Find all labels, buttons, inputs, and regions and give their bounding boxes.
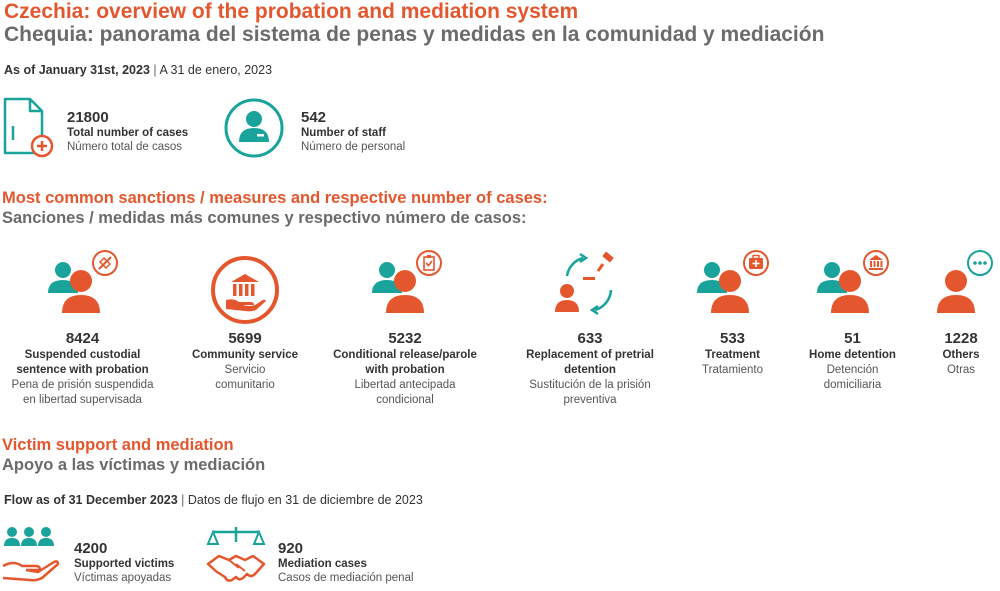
as-of-date: As of January 31st, 2023 | A 31 de enero… <box>4 63 272 77</box>
kpi-cases-value: 21800 <box>67 109 109 126</box>
mediation-handshake-icon <box>205 524 267 586</box>
sanction-conditional-release: 5232 Conditional release/parole with pro… <box>330 250 480 408</box>
sanction-suspended-sentence: 8424 Suspended custodial sentence with p… <box>0 250 165 408</box>
as-of-en: As of January 31st, 2023 <box>4 63 150 77</box>
sanction-label-en: Treatment <box>705 349 760 361</box>
sanction-others: 1228 Others Otras <box>922 250 1000 378</box>
community-service-icon <box>180 250 310 330</box>
kpi-staff-label-es: Número de personal <box>301 141 406 153</box>
sanction-label-es: en libertad supervisada <box>23 394 142 406</box>
supported-victims-icon <box>0 526 62 586</box>
sanction-value: 8424 <box>65 330 100 347</box>
suspended-sentence-icon <box>0 250 165 330</box>
flow-es: Datos de flujo en 31 de diciembre de 202… <box>187 493 423 507</box>
flow-separator: | <box>177 493 188 507</box>
sanction-community-service: 5699 Community service Servicio comunita… <box>180 250 310 393</box>
sanction-label-es: Detención <box>826 364 879 376</box>
kpi-mediation-label-es: Casos de mediación penal <box>278 572 414 584</box>
others-icon <box>922 250 1000 330</box>
sanction-label-en: Conditional release/parole <box>333 349 477 361</box>
sanction-label-es: domiciliaria <box>823 379 882 391</box>
sanction-value: 5232 <box>388 330 422 347</box>
victims-title-es: Apoyo a las víctimas y mediación <box>2 456 266 474</box>
page-title-es: Chequia: panorama del sistema de penas y… <box>4 23 825 46</box>
kpi-cases: 21800 Total number of cases Número total… <box>67 109 188 154</box>
sanction-label-en: Others <box>942 349 980 361</box>
sanction-label-en: Home detention <box>809 349 896 361</box>
kpi-victims-label-en: Supported victims <box>74 558 175 570</box>
staff-person-icon <box>223 97 285 159</box>
sanction-value: 51 <box>844 330 861 347</box>
kpi-victims: 4200 Supported victims Víctimas apoyadas <box>74 540 174 585</box>
kpi-victims-value: 4200 <box>74 540 108 557</box>
sanction-value: 633 <box>577 330 603 347</box>
sanction-label-es: comunitario <box>215 379 275 391</box>
sanctions-title-es: Sanciones / medidas más comunes y respec… <box>2 209 527 227</box>
sanction-pretrial-replacement: 633 Replacement of pretrial detention Su… <box>515 250 665 408</box>
kpi-mediation: 920 Mediation cases Casos de mediación p… <box>278 540 414 585</box>
home-detention-icon <box>795 250 910 330</box>
sanction-label-es: preventiva <box>563 394 617 406</box>
sanction-label-es: Sustitución de la prisión <box>529 379 651 391</box>
treatment-icon <box>675 250 790 330</box>
kpi-staff: 542 Number of staff Número de personal <box>301 109 405 154</box>
as-of-es: A 31 de enero, 2023 <box>159 63 273 77</box>
sanction-home-detention: 51 Home detention Detención domiciliaria <box>795 250 910 393</box>
sanction-label-es: condicional <box>376 394 434 406</box>
sanction-label-es: Pena de prisión suspendida <box>11 379 154 391</box>
kpi-mediation-value: 920 <box>278 540 304 557</box>
sanction-label-en: Replacement of pretrial <box>526 349 654 361</box>
sanction-value: 533 <box>719 330 746 347</box>
sanction-label-en: with probation <box>365 364 445 376</box>
kpi-cases-label-es: Número total de casos <box>67 141 183 153</box>
sanction-value: 5699 <box>228 330 262 347</box>
sanction-label-en: detention <box>564 364 616 376</box>
sanction-label-es: Otras <box>946 364 976 376</box>
sanction-label-en: sentence with probation <box>16 364 149 376</box>
sanction-label-en: Community service <box>191 349 299 361</box>
sanctions-title: Most common sanctions / measures and res… <box>2 189 548 207</box>
kpi-victims-label-es: Víctimas apoyadas <box>74 572 172 584</box>
pretrial-replacement-icon <box>515 250 665 330</box>
kpi-staff-label-en: Number of staff <box>301 127 386 139</box>
kpi-cases-label-en: Total number of cases <box>67 127 189 139</box>
as-of-separator: | <box>149 63 160 77</box>
sanction-treatment: 533 Treatment Tratamiento <box>675 250 790 378</box>
sanction-label-es: Servicio <box>224 364 266 376</box>
victims-title: Victim support and mediation <box>2 436 234 454</box>
sanction-value: 1228 <box>944 330 978 347</box>
flow-en: Flow as of 31 December 2023 <box>4 493 178 507</box>
sanction-label-es: Tratamiento <box>702 364 763 376</box>
flow-date: Flow as of 31 December 2023 | Datos de f… <box>4 493 423 507</box>
kpi-mediation-label-en: Mediation cases <box>278 558 367 570</box>
conditional-release-icon <box>330 250 480 330</box>
sanction-label-es: Libertad antecipada <box>354 379 456 391</box>
kpi-staff-value: 542 <box>301 109 327 126</box>
document-plus-icon <box>2 96 54 160</box>
page-title: Czechia: overview of the probation and m… <box>4 0 579 23</box>
sanction-label-en: Suspended custodial <box>24 349 141 361</box>
